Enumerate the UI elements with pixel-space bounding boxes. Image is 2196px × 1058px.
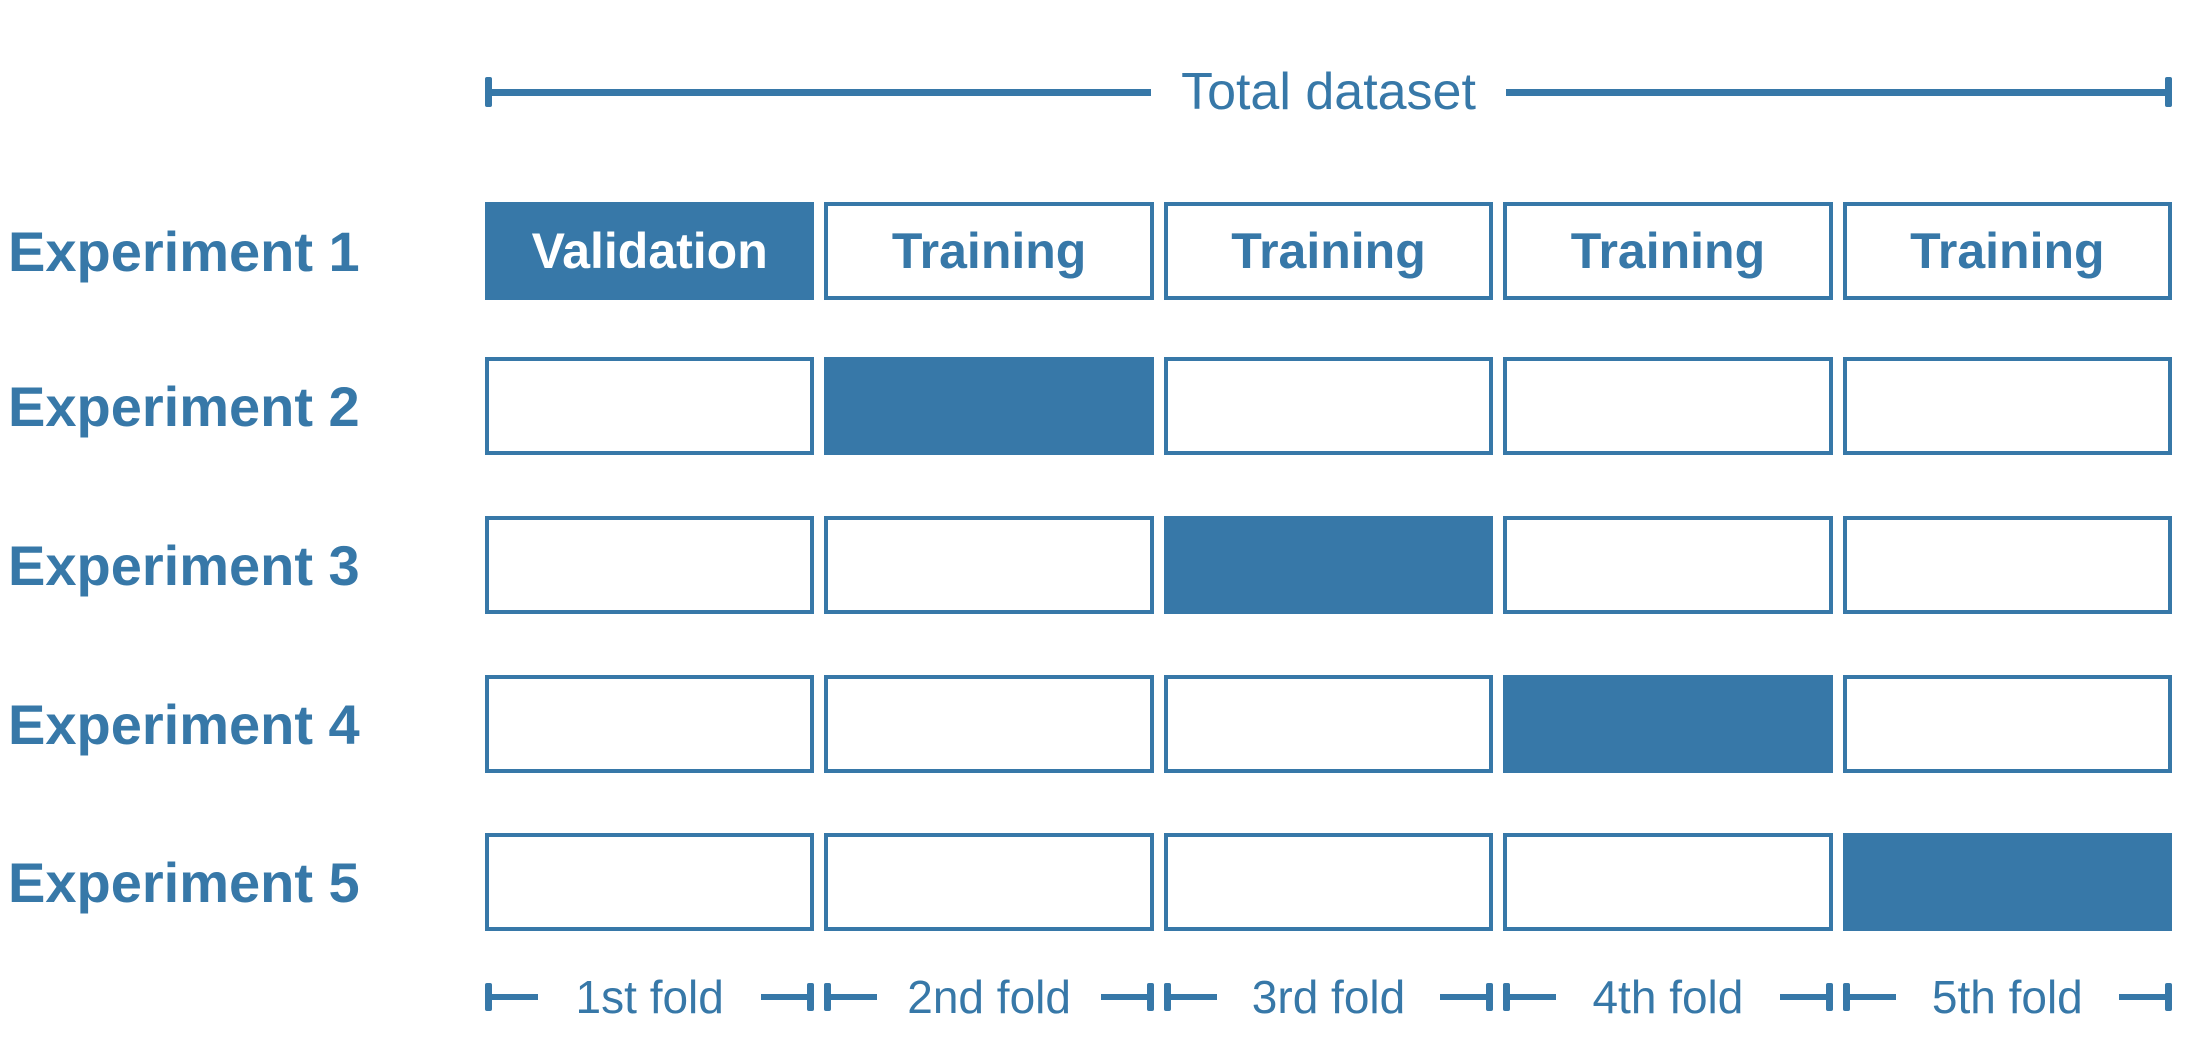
training-cell (1503, 833, 1833, 931)
cell-label: Training (1231, 223, 1426, 279)
fold-right-line (2119, 994, 2166, 1000)
cell-label: Training (1910, 223, 2105, 279)
training-cell (485, 516, 815, 614)
fold-right-line (761, 994, 808, 1000)
experiment-label: Experiment 4 (8, 692, 360, 756)
fold-label: 5th fold (1931, 971, 2083, 1023)
bracket-right-line (1505, 88, 2165, 96)
bracket-left-tick-icon (485, 77, 492, 107)
validation-cell (1163, 516, 1494, 614)
fold-left-tick-icon (1163, 983, 1171, 1011)
fold-left-line (1510, 994, 1557, 1000)
experiment-label: Experiment 2 (8, 374, 360, 438)
training-cell (824, 675, 1154, 773)
training-cell (824, 516, 1154, 614)
experiment-label: Experiment 5 (8, 850, 360, 914)
experiment-label: Experiment 1 (8, 219, 360, 283)
validation-cell (1842, 833, 2173, 931)
training-cell: Training (1163, 202, 1494, 300)
training-cell: Training (1503, 202, 1833, 300)
fold-right-line (1440, 994, 1487, 1000)
training-cell (1163, 675, 1494, 773)
cell-label: Training (1570, 223, 1766, 279)
training-cell (1163, 833, 1494, 931)
training-cell (1503, 357, 1833, 455)
fold-cells: Validation Training Training Training Traini… (485, 202, 2173, 300)
fold-cells (485, 357, 2173, 455)
fold-left-tick-icon (485, 983, 492, 1011)
fold-left-line (1170, 994, 1217, 1000)
bracket-left-line (492, 88, 1152, 96)
fold-ruler: 3rd fold (1163, 966, 1494, 1028)
fold-ruler: 2nd fold (824, 966, 1154, 1028)
training-cell: Training (1842, 202, 2173, 300)
experiment-row: Experiment 5 (0, 833, 2196, 931)
fold-cells (485, 675, 2173, 773)
cell-label: Training (891, 223, 1087, 279)
validation-cell (824, 357, 1154, 455)
fold-label: 3rd fold (1251, 971, 1406, 1023)
experiment-label: Experiment 3 (8, 533, 360, 597)
fold-left-tick-icon (1503, 983, 1511, 1011)
experiment-row: Experiment 3 (0, 516, 2196, 614)
experiment-row: Experiment 2 (0, 357, 2196, 455)
fold-label: 4th fold (1592, 971, 1744, 1023)
training-cell (1842, 357, 2173, 455)
training-cell (1842, 675, 2173, 773)
fold-ruler: 4th fold (1503, 966, 1833, 1028)
fold-right-tick-icon (1486, 983, 1494, 1011)
fold-label: 2nd fold (907, 971, 1071, 1023)
fold-right-tick-icon (1146, 983, 1154, 1011)
training-cell (485, 357, 815, 455)
fold-left-tick-icon (824, 983, 832, 1011)
training-cell (1163, 357, 1494, 455)
fold-cells (485, 516, 2173, 614)
fold-right-tick-icon (807, 983, 815, 1011)
experiment-row: Experiment 4 (0, 675, 2196, 773)
validation-cell (1503, 675, 1833, 773)
fold-left-line (1849, 994, 1896, 1000)
fold-right-tick-icon (1825, 983, 1833, 1011)
fold-left-line (492, 994, 538, 1000)
fold-right-line (1779, 994, 1826, 1000)
validation-cell: Validation (485, 202, 815, 300)
cell-label: Validation (531, 223, 768, 279)
fold-cells (485, 833, 2173, 931)
fold-ruler: 1st fold (485, 966, 815, 1028)
total-dataset-label: Total dataset (1181, 63, 1476, 121)
fold-label: 1st fold (575, 971, 724, 1023)
fold-axis: 1st fold 2nd fold 3rd fold 4th fold 5th fold (485, 966, 2173, 1028)
training-cell (1842, 516, 2173, 614)
total-dataset-bracket: Total dataset (485, 62, 2172, 122)
fold-right-line (1100, 994, 1147, 1000)
training-cell (824, 833, 1154, 931)
fold-left-line (831, 994, 878, 1000)
fold-left-tick-icon (1842, 983, 1850, 1011)
training-cell (485, 675, 815, 773)
training-cell (1503, 516, 1833, 614)
bracket-right-tick-icon (2165, 77, 2172, 107)
fold-right-tick-icon (2165, 983, 2173, 1011)
training-cell: Training (824, 202, 1154, 300)
fold-ruler: 5th fold (1842, 966, 2173, 1028)
training-cell (485, 833, 815, 931)
experiment-row: Experiment 1 Validation Training Training Tr… (0, 202, 2196, 300)
